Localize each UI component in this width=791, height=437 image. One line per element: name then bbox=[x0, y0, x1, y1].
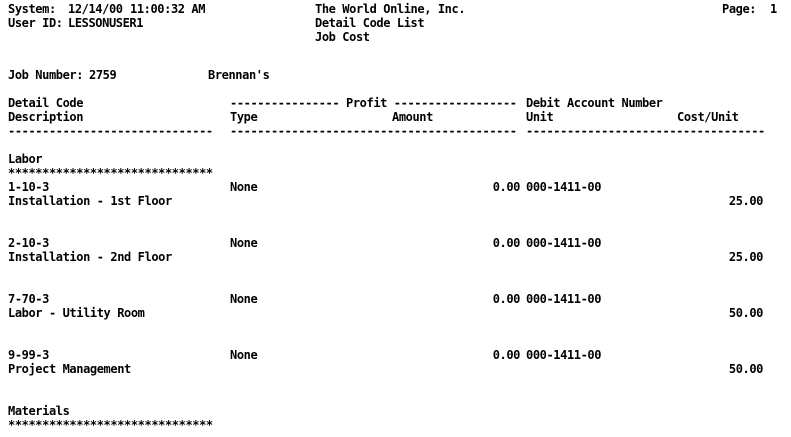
description-value: Installation - 1st Floor bbox=[8, 194, 172, 208]
debit-account-value: 000-1411-00 bbox=[526, 180, 602, 194]
cost-per-unit-value: 50.00 bbox=[728, 362, 764, 376]
job-number-label: Job Number: bbox=[8, 68, 84, 82]
table-rule-middle: ----------------------------------------… bbox=[230, 124, 517, 138]
report-name: Detail Code List bbox=[315, 16, 425, 30]
column-header-detail-code: Detail Code bbox=[8, 96, 84, 110]
table-row: 2-10-3 None 0.00 000-1411-00 Installatio… bbox=[0, 237, 791, 265]
section-divider: ****************************** bbox=[8, 418, 213, 432]
table-rule-right: ----------------------------------- bbox=[526, 124, 765, 138]
column-header-unit: Unit bbox=[526, 110, 554, 124]
profit-type-value: None bbox=[230, 180, 258, 194]
column-header-amount: Amount bbox=[392, 110, 433, 124]
user-id-label: User ID: bbox=[8, 16, 63, 30]
profit-amount-value: 0.00 bbox=[492, 292, 521, 306]
user-id-value: LESSONUSER1 bbox=[68, 16, 144, 30]
job-name: Brennan's bbox=[208, 68, 270, 82]
column-header-type: Type bbox=[230, 110, 258, 124]
detail-code-value: 1-10-3 bbox=[8, 180, 49, 194]
profit-type-value: None bbox=[230, 236, 258, 250]
section-title: Materials bbox=[8, 404, 70, 418]
detail-code-value: 2-10-3 bbox=[8, 236, 49, 250]
cost-per-unit-value: 50.00 bbox=[728, 306, 764, 320]
profit-type-value: None bbox=[230, 292, 258, 306]
detail-code-value: 9-99-3 bbox=[8, 348, 49, 362]
company-name: The World Online, Inc. bbox=[315, 2, 466, 16]
profit-amount-value: 0.00 bbox=[492, 180, 521, 194]
profit-amount-value: 0.00 bbox=[492, 348, 521, 362]
description-value: Installation - 2nd Floor bbox=[8, 250, 172, 264]
column-header-debit-account: Debit Account Number bbox=[526, 96, 663, 110]
system-date: 12/14/00 bbox=[68, 2, 123, 16]
table-row: 9-99-3 None 0.00 000-1411-00 Project Man… bbox=[0, 349, 791, 377]
table-row: 7-70-3 None 0.00 000-1411-00 Labor - Uti… bbox=[0, 293, 791, 321]
column-header-profit-group: ---------------- Profit ----------------… bbox=[230, 96, 517, 110]
cost-per-unit-value: 25.00 bbox=[728, 194, 764, 208]
cost-per-unit-value: 25.00 bbox=[728, 250, 764, 264]
page-number: 1 bbox=[770, 2, 777, 16]
page-label: Page: bbox=[722, 2, 757, 16]
module-name: Job Cost bbox=[315, 30, 370, 44]
column-header-description: Description bbox=[8, 110, 84, 124]
debit-account-value: 000-1411-00 bbox=[526, 236, 602, 250]
table-row: 1-10-3 None 0.00 000-1411-00 Installatio… bbox=[0, 181, 791, 209]
section-title: Labor bbox=[8, 152, 43, 166]
profit-amount-value: 0.00 bbox=[492, 236, 521, 250]
description-value: Project Management bbox=[8, 362, 131, 376]
description-value: Labor - Utility Room bbox=[8, 306, 145, 320]
debit-account-value: 000-1411-00 bbox=[526, 348, 602, 362]
profit-type-value: None bbox=[230, 348, 258, 362]
detail-code-value: 7-70-3 bbox=[8, 292, 49, 306]
system-label: System: bbox=[8, 2, 56, 16]
section-divider: ****************************** bbox=[8, 166, 213, 180]
table-rule-left: ------------------------------ bbox=[8, 124, 213, 138]
debit-account-value: 000-1411-00 bbox=[526, 292, 602, 306]
job-number-value: 2759 bbox=[89, 68, 117, 82]
system-time: 11:00:32 AM bbox=[130, 2, 206, 16]
column-header-cost-per-unit: Cost/Unit bbox=[677, 110, 739, 124]
